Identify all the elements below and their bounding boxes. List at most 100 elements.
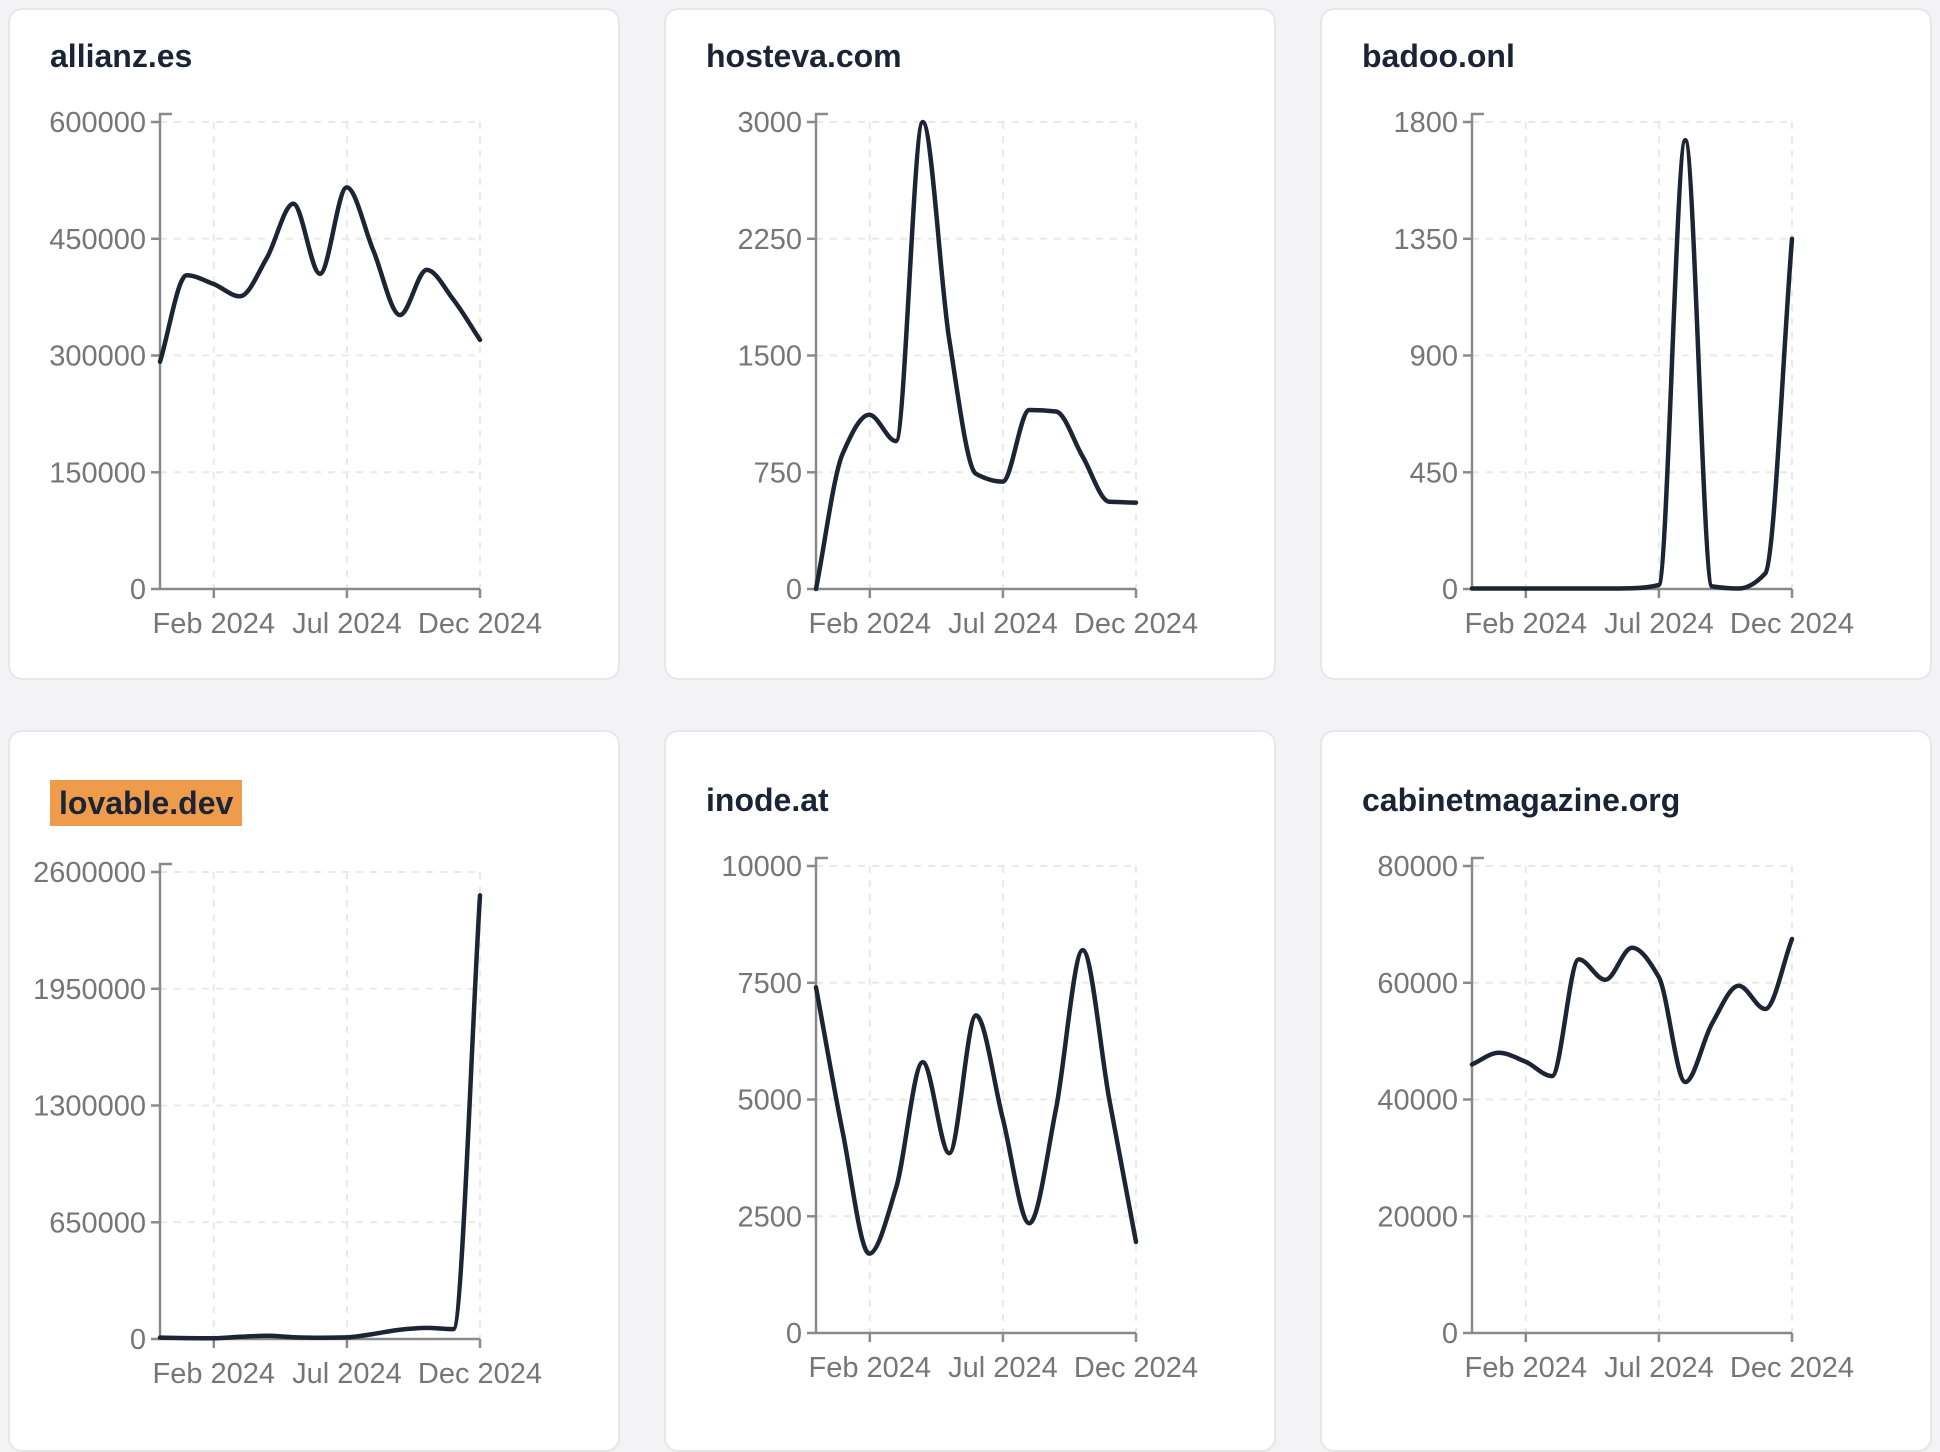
chart-svg: 0 450 900 1350 1800 Feb 2024 Jul 2024 Dec 2024 — [1393, 107, 1854, 640]
axes — [151, 112, 482, 598]
y-tick-label: 3000 — [737, 107, 802, 139]
x-tick-label: Dec 2024 — [418, 608, 542, 640]
domain-title: hosteva.com — [706, 38, 902, 74]
tick-labels: 0 750 1500 2250 3000 Feb 2024 Jul 2024 Dec 2024 — [737, 107, 1198, 640]
x-tick-label: Jul 2024 — [948, 608, 1058, 640]
y-tick-label: 0 — [786, 574, 802, 606]
x-tick-label: Dec 2024 — [418, 1358, 542, 1390]
gridlines — [816, 865, 1137, 1333]
y-tick-label: 7500 — [737, 968, 802, 1000]
y-tick-label: 2500 — [737, 1201, 802, 1233]
y-tick-label: 60000 — [1377, 968, 1458, 1000]
tick-labels: 0 2500 5000 7500 10000 Feb 2024 Jul 2024 Dec 20… — [721, 851, 1198, 1384]
tick-labels: 0 650000 1300000 1950000 2600000 Feb 2024 Jul … — [33, 857, 542, 1390]
series-line — [157, 893, 483, 1341]
chart-svg: 0 150000 300000 450000 600000 Feb 2024 Jul 202… — [49, 107, 542, 640]
gridlines — [816, 121, 1137, 589]
series-line — [813, 119, 1139, 592]
domain-title: badoo.onl — [1362, 38, 1515, 74]
card-title: hosteva.com — [706, 36, 1274, 76]
line-chart-inode: 0 2500 5000 7500 10000 Feb 2024 Jul 2024 Dec 20… — [666, 828, 1274, 1398]
y-tick-label: 80000 — [1377, 851, 1458, 883]
line-chart-allianz: 0 150000 300000 450000 600000 Feb 2024 Jul 202… — [10, 84, 618, 654]
y-tick-label: 0 — [786, 1318, 802, 1350]
x-tick-label: Dec 2024 — [1074, 608, 1198, 640]
y-tick-label: 900 — [1410, 341, 1458, 373]
x-tick-label: Jul 2024 — [292, 1358, 402, 1390]
chart-svg: 0 650000 1300000 1950000 2600000 Feb 2024 Jul … — [33, 857, 542, 1390]
domain-card-hosteva: hosteva.com 0 750 1500 2250 3000 Feb 2024 Jul … — [664, 8, 1276, 680]
domain-title: cabinetmagazine.org — [1362, 782, 1681, 818]
chart-svg: 0 750 1500 2250 3000 Feb 2024 Jul 2024 Dec 2024 — [737, 107, 1198, 640]
series-line — [813, 947, 1139, 1256]
y-tick-label: 0 — [130, 1324, 146, 1356]
x-tick-label: Feb 2024 — [153, 1358, 276, 1390]
x-tick-label: Jul 2024 — [292, 608, 402, 640]
domain-title-highlighted: lovable.dev — [50, 780, 243, 826]
gridlines — [1472, 121, 1793, 589]
y-tick-label: 1950000 — [33, 974, 146, 1006]
x-tick-label: Feb 2024 — [1465, 608, 1588, 640]
card-title: lovable.dev — [50, 780, 618, 826]
x-tick-label: Dec 2024 — [1074, 1352, 1198, 1384]
x-tick-label: Feb 2024 — [809, 608, 932, 640]
chart-svg: 0 20000 40000 60000 80000 Feb 2024 Jul 2024 Dec… — [1377, 851, 1854, 1384]
domain-title: inode.at — [706, 782, 829, 818]
series-line — [1469, 137, 1795, 591]
tick-labels: 0 20000 40000 60000 80000 Feb 2024 Jul 2024 Dec… — [1377, 851, 1854, 1384]
tick-labels: 0 450 900 1350 1800 Feb 2024 Jul 2024 Dec 2024 — [1393, 107, 1854, 640]
y-tick-label: 450000 — [49, 224, 146, 256]
gridlines — [160, 121, 481, 589]
axes — [807, 856, 1138, 1342]
domain-title: allianz.es — [50, 38, 193, 74]
gridlines — [160, 871, 481, 1339]
y-tick-label: 1300000 — [33, 1091, 146, 1123]
domain-card-lovable: lovable.dev 0 650000 1300000 1950000 2600000… — [8, 730, 620, 1452]
domain-card-inode: inode.at 0 2500 5000 7500 10000 Feb 2024 Jul 2… — [664, 730, 1276, 1452]
y-tick-label: 40000 — [1377, 1085, 1458, 1117]
y-tick-label: 1800 — [1393, 107, 1458, 139]
y-tick-label: 0 — [1442, 1318, 1458, 1350]
series-line — [1469, 936, 1795, 1085]
x-tick-label: Feb 2024 — [809, 1352, 932, 1384]
y-tick-label: 2600000 — [33, 857, 146, 889]
x-tick-label: Dec 2024 — [1730, 608, 1854, 640]
x-tick-label: Dec 2024 — [1730, 1352, 1854, 1384]
x-tick-label: Jul 2024 — [948, 1352, 1058, 1384]
line-chart-lovable: 0 650000 1300000 1950000 2600000 Feb 2024 Jul … — [10, 834, 618, 1404]
y-tick-label: 2250 — [737, 224, 802, 256]
card-title: badoo.onl — [1362, 36, 1930, 76]
y-tick-label: 600000 — [49, 107, 146, 139]
gridlines — [1472, 865, 1793, 1333]
y-tick-label: 150000 — [49, 457, 146, 489]
card-title: allianz.es — [50, 36, 618, 76]
domain-card-cabinetmagazine: cabinetmagazine.org 0 20000 40000 60000 8000… — [1320, 730, 1932, 1452]
x-tick-label: Feb 2024 — [153, 608, 276, 640]
y-tick-label: 450 — [1410, 457, 1458, 489]
y-tick-label: 5000 — [737, 1085, 802, 1117]
y-tick-label: 10000 — [721, 851, 802, 883]
domain-card-badoo: badoo.onl 0 450 900 1350 1800 Feb 2024 Jul 202… — [1320, 8, 1932, 680]
x-tick-label: Jul 2024 — [1604, 608, 1714, 640]
y-tick-label: 1500 — [737, 341, 802, 373]
axes — [807, 112, 1138, 598]
line-chart-cabinetmagazine: 0 20000 40000 60000 80000 Feb 2024 Jul 2024 Dec… — [1322, 828, 1930, 1398]
y-tick-label: 300000 — [49, 341, 146, 373]
series-line — [157, 185, 483, 364]
y-tick-label: 0 — [1442, 574, 1458, 606]
axes — [1463, 856, 1794, 1342]
chart-svg: 0 2500 5000 7500 10000 Feb 2024 Jul 2024 Dec 20… — [721, 851, 1198, 1384]
x-tick-label: Feb 2024 — [1465, 1352, 1588, 1384]
y-tick-label: 650000 — [49, 1207, 146, 1239]
y-tick-label: 0 — [130, 574, 146, 606]
y-tick-label: 1350 — [1393, 224, 1458, 256]
card-title: inode.at — [706, 780, 1274, 820]
line-chart-hosteva: 0 750 1500 2250 3000 Feb 2024 Jul 2024 Dec 2024 — [666, 84, 1274, 654]
y-tick-label: 750 — [754, 457, 802, 489]
line-chart-badoo: 0 450 900 1350 1800 Feb 2024 Jul 2024 Dec 2024 — [1322, 84, 1930, 654]
card-title: cabinetmagazine.org — [1362, 780, 1930, 820]
domain-card-allianz: allianz.es 0 150000 300000 450000 600000 Feb … — [8, 8, 620, 680]
tick-labels: 0 150000 300000 450000 600000 Feb 2024 Jul 202… — [49, 107, 542, 640]
x-tick-label: Jul 2024 — [1604, 1352, 1714, 1384]
